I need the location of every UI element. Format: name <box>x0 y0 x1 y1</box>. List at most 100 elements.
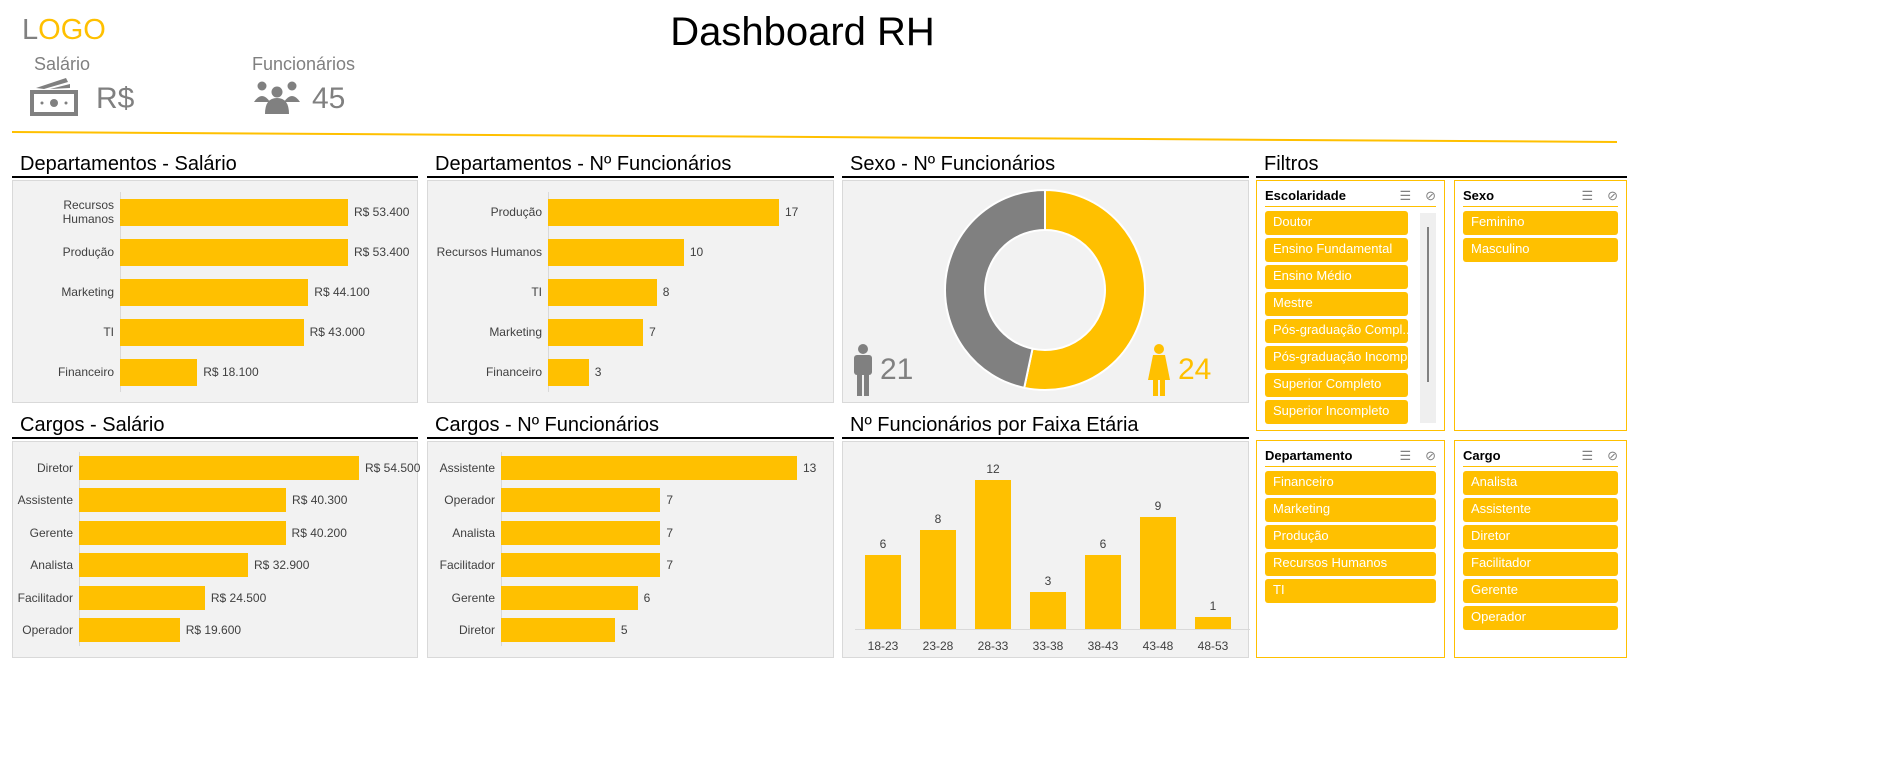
page-title: Dashboard RH <box>670 10 935 54</box>
slicer-item[interactable]: Financeiro <box>1265 471 1436 495</box>
chart-dept-count: Produção 17 Recursos Humanos 10 TI 8 Marketing… <box>427 180 834 403</box>
bar <box>501 488 661 513</box>
data-label: 10 <box>689 245 704 259</box>
axis-line <box>79 451 80 647</box>
category-label: 38-43 <box>1087 639 1119 653</box>
slicer-item[interactable]: Mestre <box>1265 292 1408 316</box>
data-label: 7 <box>666 525 674 540</box>
category-label: TI <box>103 325 114 339</box>
bar <box>79 585 205 610</box>
clear-filter-icon[interactable]: ⊘ <box>1607 188 1618 203</box>
bar <box>1140 517 1176 629</box>
data-label: R$ 32.900 <box>254 558 310 573</box>
slicer-item[interactable]: Doutor <box>1265 211 1408 235</box>
bar <box>79 618 180 642</box>
bar <box>548 198 779 226</box>
slicer-departamento: Departamento ☰ ⊘ Financeiro Marketing Produçã… <box>1256 440 1445 658</box>
slicer-title: Cargo <box>1463 448 1501 463</box>
slicer-item[interactable]: Pós-graduação Incomp... <box>1265 346 1408 370</box>
slicer-title: Sexo <box>1463 188 1495 203</box>
category-label: 28-33 <box>977 639 1009 653</box>
section-title: Filtros <box>1264 153 1319 175</box>
section-title: Departamentos - Salário <box>20 153 237 175</box>
slicer-item[interactable]: Marketing <box>1265 498 1436 522</box>
slicer-item[interactable]: Masculino <box>1463 238 1618 262</box>
section-title: Sexo - Nº Funcionários <box>850 153 1056 175</box>
data-label: 8 <box>662 285 670 299</box>
bar <box>548 318 644 346</box>
slicer-escolaridade: Escolaridade ☰ ⊘ Doutor Ensino Fundamental En… <box>1256 180 1445 431</box>
slicer-item[interactable]: Superior Completo <box>1265 373 1408 397</box>
category-label: Operador <box>22 623 73 637</box>
bar <box>79 456 359 480</box>
data-label: 3 <box>594 365 602 379</box>
slicer-item[interactable]: Operador <box>1463 606 1618 630</box>
slicer-item[interactable]: Facilitador <box>1463 552 1618 576</box>
multi-select-icon[interactable]: ☰ <box>1399 188 1412 203</box>
divider <box>842 437 1249 439</box>
clear-filter-icon[interactable]: ⊘ <box>1425 448 1436 463</box>
divider <box>12 437 418 439</box>
category-label: Gerente <box>29 525 73 540</box>
kpi-salary-value: R$ <box>96 82 135 115</box>
slicer-item[interactable]: Assistente <box>1463 498 1618 522</box>
category-label: 33-38 <box>1032 639 1064 653</box>
clear-filter-icon[interactable]: ⊘ <box>1425 188 1436 203</box>
data-label: R$ 54.500 <box>365 461 421 475</box>
slicer-icons: ☰ ⊘ <box>1385 185 1436 207</box>
slicer-item[interactable]: TI <box>1265 579 1436 603</box>
logo: LOGO <box>22 14 106 47</box>
data-label: R$ 19.600 <box>185 623 242 637</box>
slicer-item[interactable]: Recursos Humanos <box>1265 552 1436 576</box>
slicer-cargo: Cargo ☰ ⊘ Analista Assistente Diretor Facilita… <box>1454 440 1627 658</box>
category-label: TI <box>531 285 542 299</box>
slicer-title: Departamento <box>1265 448 1353 463</box>
slicer-item[interactable]: Gerente <box>1463 579 1618 603</box>
chart-cargo-salary: Diretor R$ 54.500 Assistente R$ 40.300 Geren… <box>12 441 421 658</box>
divider <box>842 176 1249 178</box>
multi-select-icon[interactable]: ☰ <box>1399 448 1412 463</box>
category-label: Marketing <box>61 285 114 299</box>
data-label: 7 <box>666 558 674 573</box>
slicer-header: Sexo ☰ ⊘ <box>1463 185 1618 207</box>
section-dept-count: Departamentos - Nº Funcionários <box>427 152 834 178</box>
slicer-title: Escolaridade <box>1265 188 1346 203</box>
section-cargo-count: Cargos - Nº Funcionários <box>427 413 834 439</box>
category-label: Facilitador <box>17 590 73 605</box>
scrollbar-thumb[interactable] <box>1427 227 1429 382</box>
logo-text-accent: OGO <box>38 14 106 46</box>
data-label: 7 <box>649 325 656 339</box>
category-label: Assistente <box>17 493 73 508</box>
axis-line <box>501 451 502 647</box>
data-label: 3 <box>1044 573 1052 588</box>
slicer-item[interactable]: Superior Incompleto <box>1265 400 1408 424</box>
section-title: Cargos - Nº Funcionários <box>435 414 660 436</box>
section-filters: Filtros <box>1256 152 1627 178</box>
section-title: Cargos - Salário <box>20 414 165 436</box>
slicer-item[interactable]: Produção <box>1265 525 1436 549</box>
clear-filter-icon[interactable]: ⊘ <box>1607 448 1618 463</box>
slicer-item[interactable]: Feminino <box>1463 211 1618 235</box>
slicer-icons: ☰ ⊘ <box>1567 185 1618 207</box>
bar <box>120 238 348 266</box>
slicer-item[interactable]: Ensino Fundamental <box>1265 238 1408 262</box>
scrollbar[interactable] <box>1420 213 1436 423</box>
data-label: R$ 18.100 <box>203 365 259 379</box>
slicer-header: Escolaridade ☰ ⊘ <box>1265 185 1436 207</box>
multi-select-icon[interactable]: ☰ <box>1581 188 1594 203</box>
section-sex-count: Sexo - Nº Funcionários <box>842 152 1249 178</box>
male-icon <box>851 344 875 396</box>
category-label: Financeiro <box>57 365 114 379</box>
multi-select-icon[interactable]: ☰ <box>1581 448 1594 463</box>
bar <box>975 480 1011 629</box>
donut-slice-masculino <box>944 188 1046 390</box>
slicer-item[interactable]: Analista <box>1463 471 1618 495</box>
slicer-item[interactable]: Diretor <box>1463 525 1618 549</box>
slicer-item[interactable]: Ensino Médio <box>1265 265 1408 289</box>
female-count: 24 <box>1178 353 1212 386</box>
slicer-header: Departamento ☰ ⊘ <box>1265 445 1436 467</box>
section-title: Nº Funcionários por Faixa Etária <box>850 414 1139 436</box>
slicer-item[interactable]: Pós-graduação Compl... <box>1265 319 1408 343</box>
kpi-salary-label: Salário <box>34 54 91 74</box>
data-label: 6 <box>1099 536 1107 551</box>
